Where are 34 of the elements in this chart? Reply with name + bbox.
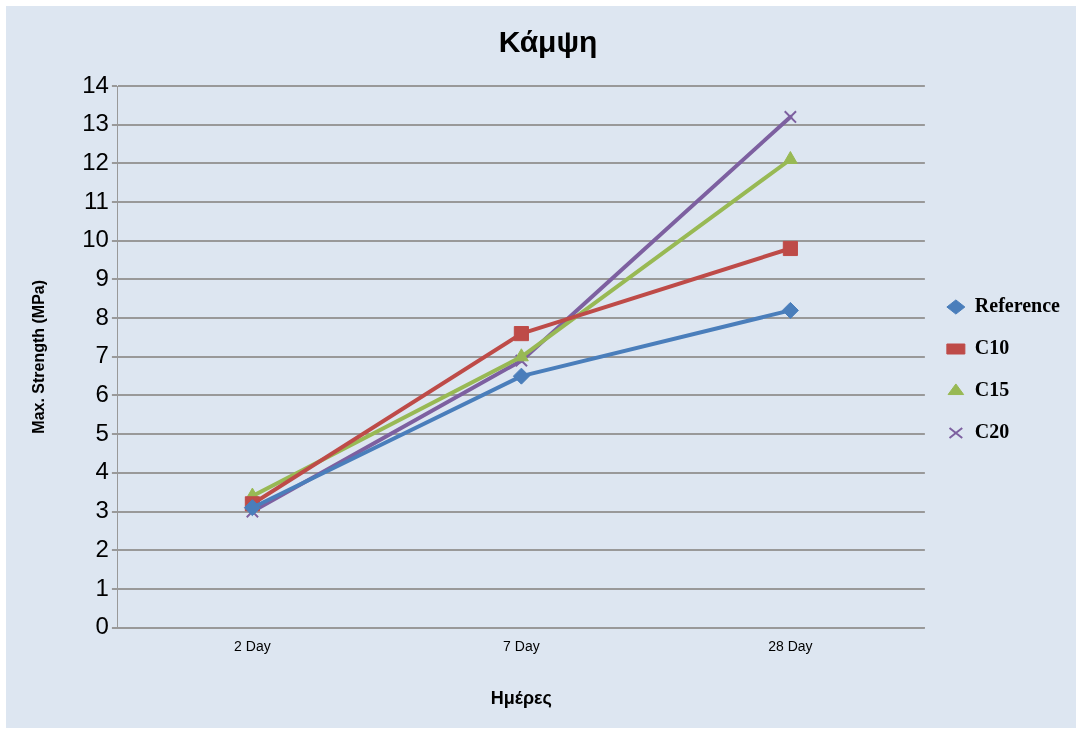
chart-title: Κάμψη bbox=[498, 25, 598, 59]
x-axis-title: Ημέρες bbox=[490, 688, 552, 709]
y-tick-label: 10 bbox=[82, 225, 109, 253]
x-tick-label: 28 Day bbox=[768, 637, 813, 654]
point bbox=[513, 326, 529, 342]
y-tick-label: 8 bbox=[95, 302, 109, 330]
y-tick-label: 6 bbox=[95, 380, 109, 408]
y-tick-label: 11 bbox=[83, 186, 109, 214]
y-tick-label: 2 bbox=[95, 534, 109, 562]
legend-label: C15 bbox=[974, 378, 1010, 401]
y-tick-label: 14 bbox=[82, 70, 109, 98]
y-tick-label: 1 bbox=[95, 573, 109, 601]
point bbox=[514, 354, 529, 368]
point bbox=[512, 367, 530, 385]
point bbox=[782, 240, 798, 257]
legend-label: C10 bbox=[974, 336, 1010, 359]
point bbox=[781, 301, 799, 319]
point bbox=[243, 499, 261, 517]
y-tick-label: 9 bbox=[95, 264, 109, 292]
y-tick-label: 4 bbox=[95, 457, 109, 485]
point bbox=[782, 151, 798, 164]
y-tick-label: 5 bbox=[95, 418, 109, 446]
point bbox=[513, 348, 529, 362]
y-tick-label: 0 bbox=[95, 612, 109, 640]
legend-label: C20 bbox=[974, 420, 1010, 443]
y-tick-label: 3 bbox=[95, 496, 109, 524]
y-axis-title: Max. Strength (MPa) bbox=[30, 279, 48, 434]
y-tick-label: 13 bbox=[82, 109, 109, 137]
y-tick-label: 12 bbox=[82, 148, 109, 175]
y-tick-label: 7 bbox=[95, 341, 109, 369]
x-tick-label: 2 Day bbox=[234, 637, 271, 654]
x-tick-label: 7 Day bbox=[503, 637, 540, 654]
point bbox=[783, 110, 798, 124]
legend-label: Reference bbox=[974, 294, 1061, 317]
